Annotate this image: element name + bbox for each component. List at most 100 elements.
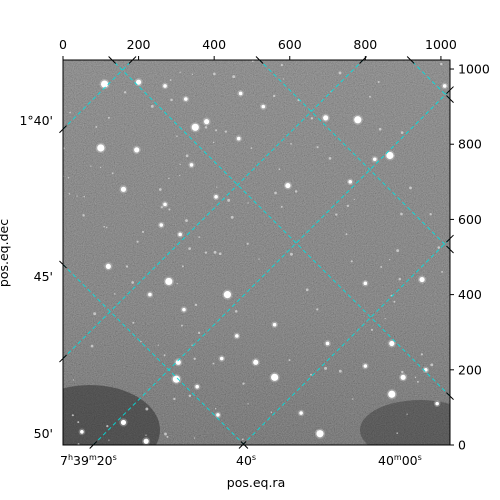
faint-star-110	[272, 94, 276, 98]
faint-star-77	[409, 186, 412, 190]
faint-star-17	[338, 369, 342, 373]
faint-star-79	[123, 91, 127, 94]
ra-tick-label-2: 40m00s	[378, 453, 422, 468]
world-tick-5	[128, 56, 137, 64]
faint-star-54	[294, 190, 298, 193]
faint-star-112	[90, 165, 92, 167]
right-tick-label-0: 0	[458, 438, 466, 453]
faint-star-125	[310, 117, 314, 120]
faint-star-83	[316, 146, 319, 149]
faint-star-116	[99, 166, 102, 169]
coordinate-grid	[63, 60, 450, 445]
top-tick-label-1: 200	[127, 37, 151, 52]
faint-star-111	[316, 430, 319, 432]
top-tick-label-4: 800	[353, 37, 377, 52]
world-axis-ticks	[59, 56, 454, 449]
faint-star-132	[338, 71, 342, 75]
faint-star-128	[429, 213, 432, 216]
world-tick-0	[89, 441, 98, 449]
faint-star-119	[242, 382, 245, 385]
faint-star-18	[401, 370, 404, 374]
faint-star-131	[346, 204, 350, 208]
star-9	[204, 119, 210, 125]
faint-star-5	[170, 98, 173, 102]
top-tick-label-2: 400	[202, 37, 226, 52]
star-13	[348, 180, 353, 184]
faint-star-40	[173, 397, 176, 401]
star-0	[100, 80, 109, 88]
world-tick-9	[59, 260, 67, 269]
world-tick-4	[59, 125, 67, 134]
faint-star-69	[440, 62, 443, 66]
dec-tick-label-2: 50'	[34, 426, 53, 441]
star-16	[163, 202, 167, 207]
star-36	[175, 359, 181, 365]
faint-star-35	[157, 344, 159, 346]
faint-star-52	[288, 359, 291, 362]
world-tick-1	[446, 86, 454, 94]
star-44	[435, 401, 439, 406]
star-30	[223, 291, 231, 299]
faint-star-38	[227, 198, 231, 202]
faint-star-12	[305, 288, 309, 292]
faint-star-7	[400, 131, 404, 134]
faint-star-24	[77, 421, 80, 424]
faint-star-68	[198, 236, 201, 238]
star-2	[184, 97, 188, 101]
faint-star-76	[131, 281, 134, 284]
plot-frame	[62, 59, 451, 446]
star-35	[172, 375, 180, 383]
faint-star-6	[179, 174, 181, 177]
ra-grid-line-2	[63, 60, 133, 130]
faint-star-50	[234, 310, 238, 313]
ra-grid-line-1	[63, 60, 364, 359]
star-3	[135, 79, 142, 85]
faint-star-84	[93, 312, 97, 316]
faint-star-99	[125, 265, 129, 268]
faint-star-23	[181, 265, 184, 268]
dec-grid-line-2	[111, 60, 450, 397]
star-15	[386, 151, 394, 160]
faint-star-134	[158, 188, 162, 191]
faint-star-0	[406, 413, 408, 415]
star-39	[253, 359, 259, 365]
faint-star-67	[106, 226, 108, 229]
world-tick-3	[359, 56, 367, 64]
pixel-axes: 0 200 400 600 800 1000 0 200 400 600 800 1000	[59, 37, 490, 453]
faint-star-129	[166, 435, 169, 438]
star-42	[400, 374, 406, 380]
image-panel	[63, 60, 450, 445]
world-tick-11	[255, 56, 264, 64]
faint-star-136	[191, 344, 193, 346]
ra-tick-label-1: 40s	[236, 453, 256, 468]
faint-star-98	[136, 240, 139, 243]
faint-star-39	[335, 213, 338, 216]
faint-star-1	[214, 407, 217, 410]
faint-star-100	[232, 75, 236, 79]
top-tick-label-3: 600	[278, 37, 302, 52]
faint-star-130	[213, 250, 217, 254]
faint-star-57	[185, 219, 188, 222]
faint-star-36	[106, 424, 109, 428]
faint-star-65	[111, 172, 114, 175]
faint-star-32	[368, 95, 371, 98]
dark-corner-shadow	[63, 385, 160, 445]
faint-star-55	[345, 233, 348, 236]
faint-star-96	[251, 60, 254, 62]
star-10	[97, 144, 105, 152]
star-25	[165, 277, 173, 286]
star-33	[389, 340, 395, 347]
star-23	[178, 232, 182, 237]
faint-star-34	[67, 176, 70, 179]
dec-tick-label-1: 45'	[34, 269, 53, 284]
faint-star-9	[197, 331, 201, 335]
faint-star-123	[377, 80, 380, 83]
world-tick-10	[446, 245, 454, 254]
faint-star-8	[224, 130, 227, 133]
star-6	[323, 115, 329, 121]
star-17	[214, 195, 218, 199]
faint-star-91	[400, 212, 403, 216]
ra-tick-label-0: 7h39m20s	[60, 453, 117, 468]
faint-star-73	[324, 366, 328, 370]
